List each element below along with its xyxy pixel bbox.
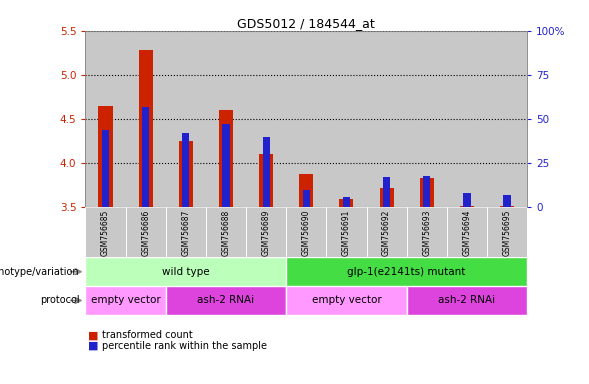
Text: ash-2 RNAi: ash-2 RNAi: [197, 295, 254, 306]
Bar: [447, 31, 487, 207]
Text: GSM756689: GSM756689: [262, 210, 270, 256]
Bar: [286, 207, 326, 257]
Bar: [125, 207, 166, 257]
Bar: [85, 31, 125, 207]
Bar: [447, 207, 487, 257]
Bar: [286, 286, 406, 315]
Bar: [286, 257, 527, 286]
Text: GSM756687: GSM756687: [181, 210, 190, 256]
Text: GSM756688: GSM756688: [221, 210, 230, 256]
Text: GSM756690: GSM756690: [302, 210, 311, 257]
Bar: [379, 188, 393, 207]
Text: GSM756686: GSM756686: [141, 210, 150, 256]
Bar: [460, 205, 474, 207]
Bar: [166, 31, 206, 207]
Text: ■: ■: [88, 341, 99, 351]
Bar: [464, 193, 471, 207]
Bar: [138, 50, 153, 207]
Text: GSM756694: GSM756694: [462, 210, 471, 257]
Bar: [263, 137, 270, 207]
Text: transformed count: transformed count: [102, 330, 193, 340]
Bar: [166, 207, 206, 257]
Bar: [326, 207, 366, 257]
Bar: [206, 31, 246, 207]
Bar: [166, 286, 286, 315]
Bar: [179, 141, 193, 207]
Title: GDS5012 / 184544_at: GDS5012 / 184544_at: [237, 17, 375, 30]
Bar: [246, 31, 286, 207]
Bar: [102, 130, 109, 207]
Bar: [406, 31, 447, 207]
Bar: [142, 107, 149, 207]
Text: GSM756691: GSM756691: [342, 210, 351, 256]
Text: empty vector: empty vector: [312, 295, 381, 306]
Bar: [487, 207, 527, 257]
Bar: [303, 190, 310, 207]
Text: glp-1(e2141ts) mutant: glp-1(e2141ts) mutant: [348, 266, 466, 277]
Text: GSM756692: GSM756692: [382, 210, 391, 256]
Text: genotype/variation: genotype/variation: [0, 266, 80, 277]
Bar: [125, 31, 166, 207]
Bar: [98, 106, 112, 207]
Bar: [85, 207, 125, 257]
Bar: [366, 31, 406, 207]
Text: ■: ■: [88, 330, 99, 340]
Bar: [182, 133, 190, 207]
Text: percentile rank within the sample: percentile rank within the sample: [102, 341, 267, 351]
Text: ash-2 RNAi: ash-2 RNAi: [438, 295, 495, 306]
Bar: [406, 207, 447, 257]
Text: wild type: wild type: [162, 266, 210, 277]
Bar: [487, 31, 527, 207]
Bar: [343, 197, 350, 207]
Bar: [85, 257, 286, 286]
Bar: [206, 207, 246, 257]
Bar: [366, 207, 406, 257]
Bar: [326, 31, 366, 207]
Bar: [299, 174, 313, 207]
Text: empty vector: empty vector: [91, 295, 160, 306]
Bar: [406, 286, 527, 315]
Bar: [504, 195, 511, 207]
Bar: [286, 31, 326, 207]
Text: protocol: protocol: [40, 295, 80, 306]
Bar: [259, 154, 273, 207]
Text: GSM756685: GSM756685: [101, 210, 110, 256]
Bar: [219, 110, 233, 207]
Bar: [85, 286, 166, 315]
Text: GSM756695: GSM756695: [502, 210, 512, 257]
Bar: [246, 207, 286, 257]
Text: GSM756693: GSM756693: [422, 210, 431, 257]
Bar: [423, 175, 431, 207]
Bar: [420, 178, 434, 207]
Bar: [383, 177, 391, 207]
Bar: [339, 199, 353, 207]
Bar: [223, 124, 230, 207]
